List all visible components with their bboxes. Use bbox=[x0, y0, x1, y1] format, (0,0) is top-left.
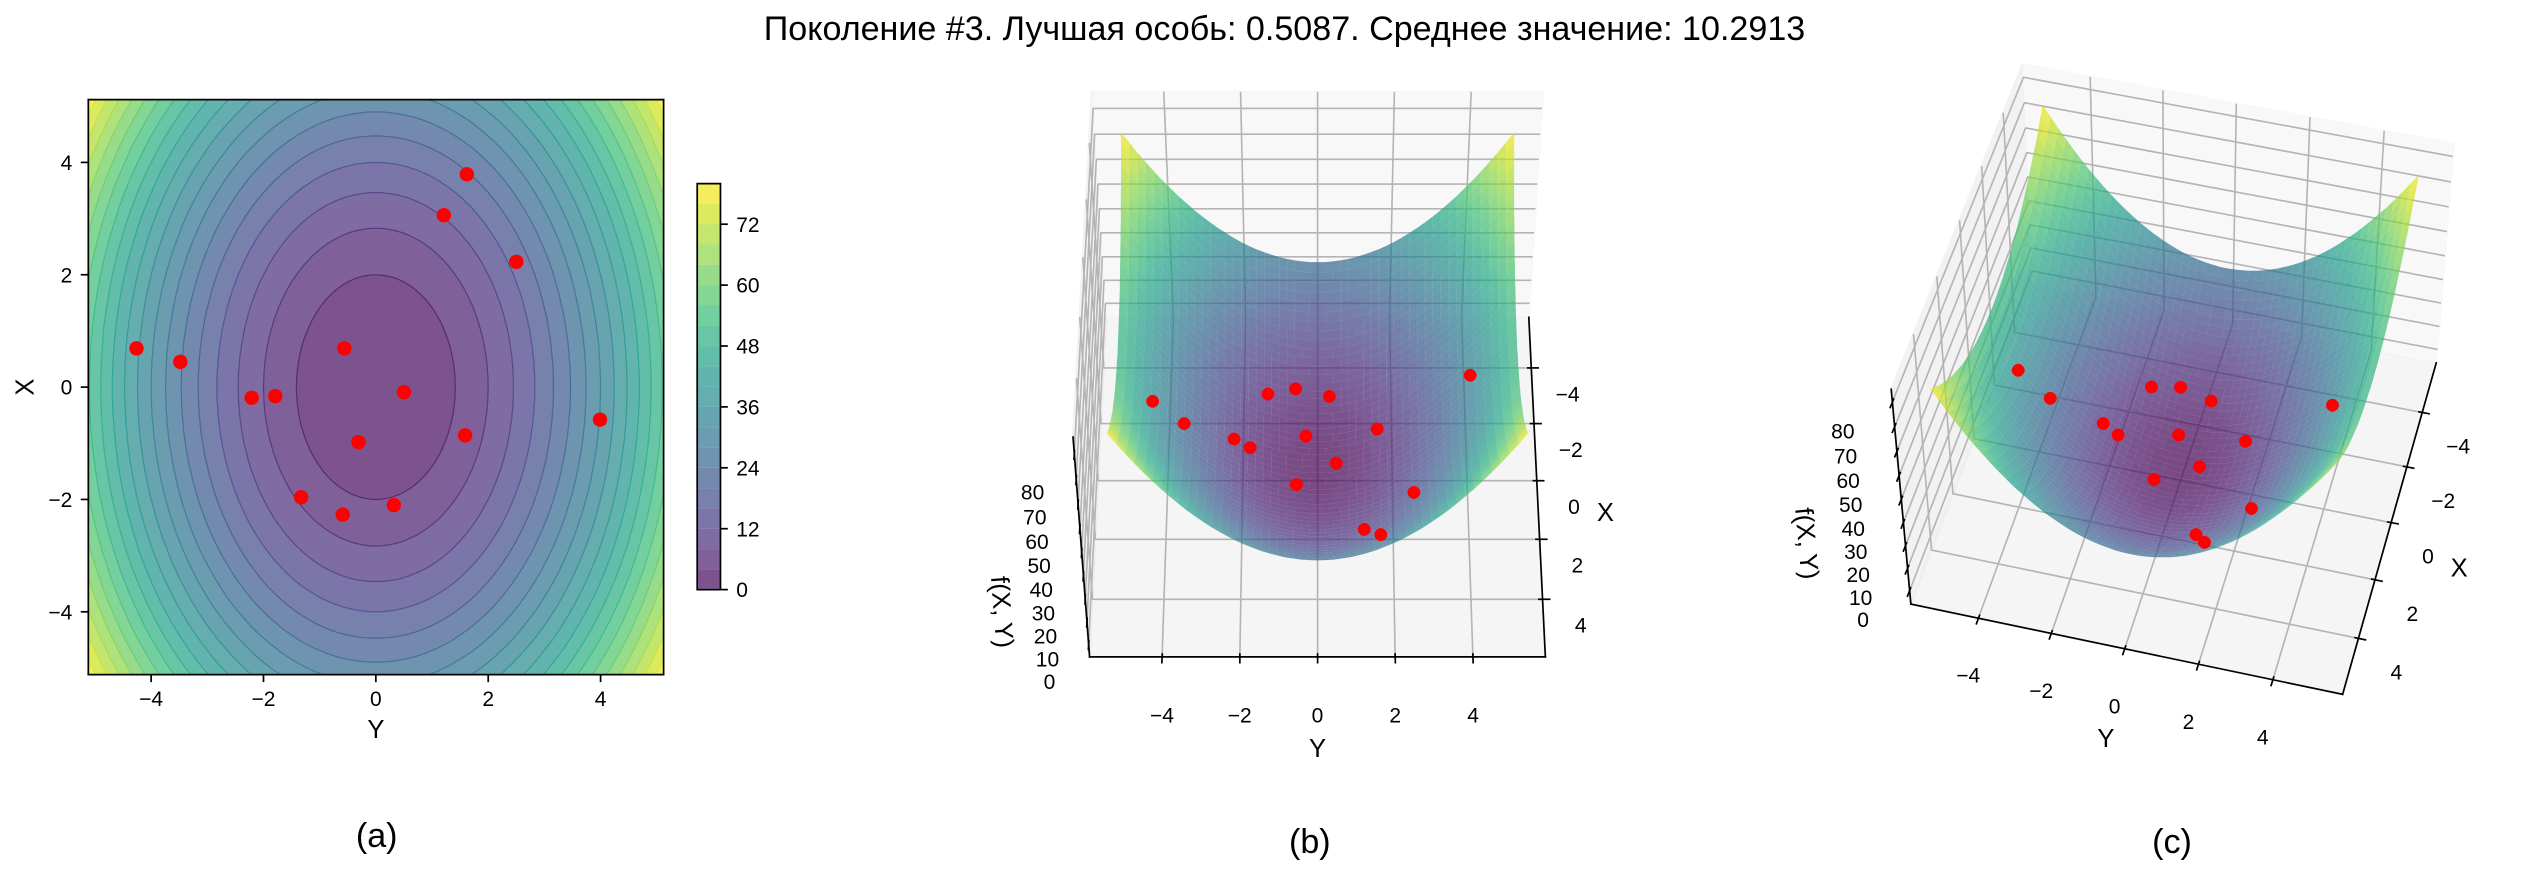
svg-text:4: 4 bbox=[2391, 661, 2403, 684]
svg-text:−4: −4 bbox=[48, 601, 72, 624]
svg-text:72: 72 bbox=[736, 214, 759, 237]
svg-text:40: 40 bbox=[1842, 518, 1865, 541]
svg-text:4: 4 bbox=[1575, 615, 1587, 638]
svg-text:0: 0 bbox=[2422, 546, 2434, 569]
svg-text:Поколение #3. Лучшая особь: 0.: Поколение #3. Лучшая особь: 0.5087. Сред… bbox=[764, 10, 1805, 48]
svg-text:4: 4 bbox=[2257, 727, 2269, 750]
svg-text:(c): (c) bbox=[2152, 823, 2192, 861]
svg-text:20: 20 bbox=[1034, 626, 1057, 649]
svg-text:70: 70 bbox=[1834, 446, 1857, 469]
svg-text:Y: Y bbox=[2097, 725, 2114, 753]
svg-text:50: 50 bbox=[1027, 555, 1050, 578]
svg-text:(a): (a) bbox=[356, 817, 398, 855]
svg-text:60: 60 bbox=[1836, 470, 1859, 493]
svg-text:0: 0 bbox=[1312, 705, 1324, 728]
svg-text:4: 4 bbox=[1467, 705, 1479, 728]
svg-text:4: 4 bbox=[61, 152, 73, 175]
svg-text:0: 0 bbox=[736, 579, 748, 602]
svg-text:4: 4 bbox=[595, 688, 607, 711]
svg-text:30: 30 bbox=[1844, 541, 1867, 564]
svg-text:−4: −4 bbox=[1556, 384, 1580, 407]
svg-text:X: X bbox=[12, 379, 40, 396]
svg-text:(b): (b) bbox=[1289, 823, 1331, 861]
svg-text:f(X, Y): f(X, Y) bbox=[985, 575, 1018, 649]
svg-text:48: 48 bbox=[736, 336, 759, 359]
svg-text:f(X, Y): f(X, Y) bbox=[1789, 506, 1823, 580]
svg-text:−4: −4 bbox=[139, 688, 163, 711]
svg-text:X: X bbox=[2451, 555, 2468, 583]
svg-text:2: 2 bbox=[482, 688, 494, 711]
svg-text:20: 20 bbox=[1847, 564, 1870, 587]
svg-text:30: 30 bbox=[1032, 603, 1055, 626]
svg-text:Y: Y bbox=[367, 716, 384, 744]
svg-text:Y: Y bbox=[1309, 735, 1326, 763]
svg-text:0: 0 bbox=[370, 688, 382, 711]
svg-text:2: 2 bbox=[1389, 705, 1401, 728]
svg-text:80: 80 bbox=[1831, 421, 1854, 444]
svg-text:80: 80 bbox=[1021, 481, 1044, 504]
svg-text:2: 2 bbox=[61, 264, 73, 287]
svg-text:0: 0 bbox=[1857, 609, 1869, 632]
svg-text:0: 0 bbox=[1568, 496, 1580, 519]
svg-text:12: 12 bbox=[736, 518, 759, 541]
svg-text:X: X bbox=[1597, 499, 1614, 527]
svg-text:−2: −2 bbox=[2431, 490, 2455, 513]
svg-text:50: 50 bbox=[1839, 494, 1862, 517]
svg-text:−2: −2 bbox=[48, 489, 72, 512]
svg-text:70: 70 bbox=[1023, 506, 1046, 529]
svg-text:0: 0 bbox=[61, 377, 73, 400]
svg-text:2: 2 bbox=[2407, 603, 2419, 626]
svg-text:10: 10 bbox=[1036, 648, 1059, 671]
svg-text:60: 60 bbox=[1025, 531, 1048, 554]
svg-text:−4: −4 bbox=[2446, 435, 2470, 458]
svg-text:−2: −2 bbox=[252, 688, 276, 711]
svg-text:2: 2 bbox=[2183, 711, 2195, 734]
svg-text:0: 0 bbox=[2109, 695, 2121, 718]
svg-text:60: 60 bbox=[736, 275, 759, 298]
svg-text:−4: −4 bbox=[1150, 705, 1174, 728]
svg-text:−4: −4 bbox=[1956, 664, 1980, 687]
svg-text:10: 10 bbox=[1849, 587, 1872, 610]
svg-text:36: 36 bbox=[736, 397, 759, 420]
svg-text:40: 40 bbox=[1030, 579, 1053, 602]
svg-text:2: 2 bbox=[1572, 555, 1584, 578]
svg-text:−2: −2 bbox=[1559, 439, 1583, 462]
svg-text:−2: −2 bbox=[1228, 705, 1252, 728]
svg-text:24: 24 bbox=[736, 457, 760, 480]
svg-text:−2: −2 bbox=[2029, 680, 2053, 703]
svg-text:0: 0 bbox=[1044, 671, 1056, 694]
